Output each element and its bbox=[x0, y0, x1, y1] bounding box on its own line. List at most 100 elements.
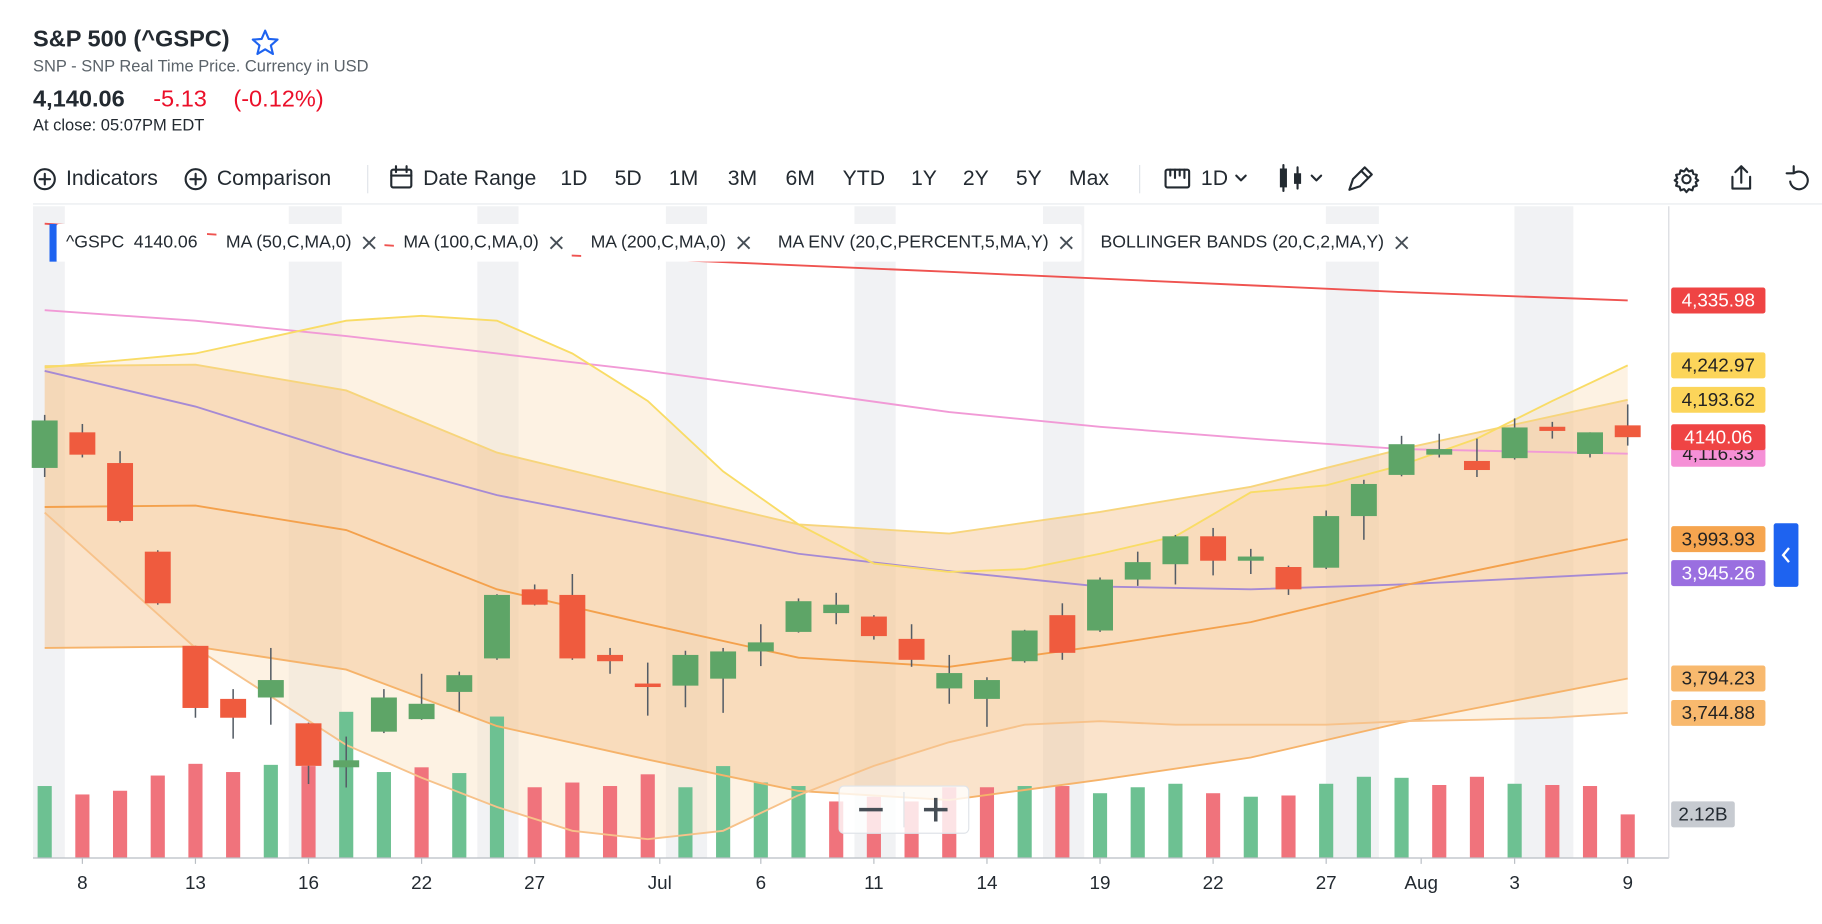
chart-type-icon[interactable] bbox=[1279, 168, 1302, 188]
close-time: At close: 05:07PM EDT bbox=[33, 116, 204, 134]
price-label: 3,945.26 bbox=[1682, 562, 1755, 583]
volume-bar bbox=[678, 787, 693, 858]
date-range-button[interactable]: Date Range bbox=[423, 167, 536, 190]
price-label: 4,242.97 bbox=[1682, 355, 1755, 376]
remove-indicator[interactable] bbox=[362, 236, 376, 250]
x-tick-label: 9 bbox=[1622, 872, 1632, 893]
candle-body bbox=[31, 420, 58, 468]
x-tick-label: 14 bbox=[976, 872, 997, 893]
volume-label-bg bbox=[1671, 801, 1735, 828]
volume-bar bbox=[1319, 783, 1334, 858]
volume-bar bbox=[75, 794, 90, 858]
volume-bar bbox=[376, 772, 391, 858]
candle-body bbox=[1350, 483, 1377, 517]
volume-bar bbox=[1507, 783, 1522, 858]
volume-bar bbox=[1092, 793, 1108, 858]
share-icon[interactable] bbox=[1731, 165, 1752, 190]
volume-bar bbox=[791, 786, 806, 858]
range-button[interactable]: 1Y bbox=[911, 167, 937, 190]
x-tick-label: 27 bbox=[524, 872, 545, 893]
remove-indicator[interactable] bbox=[737, 236, 751, 250]
price: 4,140.06 bbox=[33, 85, 125, 111]
x-tick-label: Aug bbox=[1404, 872, 1438, 893]
price-label-bg bbox=[1671, 386, 1766, 413]
range-button[interactable]: 2Y bbox=[963, 167, 989, 190]
indicators-button[interactable]: Indicators bbox=[66, 167, 158, 190]
candle-body bbox=[1313, 516, 1340, 568]
title: S&P 500 (^GSPC) bbox=[33, 25, 230, 51]
candle-body bbox=[936, 673, 963, 689]
candle-body bbox=[446, 675, 473, 692]
volume-bar bbox=[263, 764, 278, 858]
range-button[interactable]: YTD bbox=[843, 167, 885, 190]
overlay-line bbox=[44, 511, 1628, 841]
range-button[interactable]: 5Y bbox=[1016, 167, 1042, 190]
volume-bar bbox=[112, 790, 128, 858]
x-tick-label: Jul bbox=[648, 872, 672, 893]
legend-chip: MA (100,C,MA,0) bbox=[393, 223, 572, 262]
volume-bar bbox=[1017, 786, 1032, 858]
candle-body bbox=[1124, 562, 1151, 580]
candle-body bbox=[973, 680, 1000, 699]
stripe bbox=[1042, 206, 1085, 858]
settings-icon[interactable] bbox=[1673, 167, 1700, 194]
volume-bar bbox=[1356, 776, 1371, 858]
candle-body bbox=[1237, 556, 1264, 561]
volume-bar bbox=[188, 763, 203, 858]
volume-bar bbox=[1469, 776, 1485, 858]
candle-body bbox=[559, 594, 586, 659]
chevron bbox=[1781, 547, 1790, 563]
candle-body bbox=[1011, 630, 1038, 662]
overlay-line bbox=[44, 504, 1628, 668]
plus-icon bbox=[38, 172, 52, 186]
remove-indicator[interactable] bbox=[1059, 236, 1073, 250]
candle-body bbox=[333, 760, 360, 768]
remove-indicator[interactable] bbox=[549, 236, 563, 250]
interval-button[interactable]: 1D bbox=[1201, 167, 1228, 190]
candle-body bbox=[1087, 579, 1113, 631]
side-panel-tab[interactable] bbox=[1773, 523, 1799, 587]
range-button[interactable]: 1D bbox=[560, 167, 587, 190]
candle-body bbox=[107, 463, 134, 521]
candle-body bbox=[484, 594, 510, 659]
chevron bbox=[1235, 174, 1247, 182]
price-label: 4,193.62 bbox=[1682, 389, 1755, 410]
range-button[interactable]: 1M bbox=[669, 167, 698, 190]
range-button[interactable]: 6M bbox=[785, 167, 814, 190]
chip-label: ^GSPC bbox=[66, 231, 125, 251]
chip-bg bbox=[1091, 223, 1418, 262]
price-label-bg bbox=[1671, 699, 1766, 726]
candle-body bbox=[1539, 426, 1566, 431]
stripe bbox=[1514, 206, 1574, 858]
candle-body bbox=[220, 698, 247, 718]
candle-body bbox=[634, 683, 661, 688]
watch-star[interactable] bbox=[251, 29, 279, 56]
subtitle: SNP - SNP Real Time Price. Currency in U… bbox=[33, 58, 369, 76]
range-button[interactable]: 5D bbox=[615, 167, 642, 190]
volume-bar bbox=[527, 787, 542, 858]
legend-marker bbox=[49, 223, 57, 262]
volume-bar bbox=[1168, 783, 1183, 858]
candle-body bbox=[747, 642, 774, 652]
volume-bar bbox=[1281, 795, 1296, 858]
range-button[interactable]: 3M bbox=[728, 167, 757, 190]
price-label-bg bbox=[1671, 352, 1766, 379]
chip-bg bbox=[581, 223, 759, 262]
candle-body bbox=[1501, 427, 1528, 459]
remove-indicator[interactable] bbox=[1395, 236, 1409, 250]
volume-bar bbox=[301, 766, 316, 858]
x-tick-label: 8 bbox=[77, 872, 87, 893]
range-button[interactable]: Max bbox=[1069, 167, 1109, 190]
draw-icon[interactable] bbox=[1348, 166, 1373, 191]
price-label-bg bbox=[1671, 287, 1766, 314]
price-label-bg bbox=[1671, 526, 1766, 553]
candle-body bbox=[1614, 425, 1641, 438]
reset-icon[interactable] bbox=[1785, 165, 1809, 191]
comparison-button[interactable]: Comparison bbox=[217, 167, 331, 190]
price-label-bg bbox=[1671, 560, 1766, 587]
stripe bbox=[854, 206, 896, 858]
stripe bbox=[32, 206, 65, 858]
zoom-in[interactable] bbox=[923, 797, 948, 822]
close-label: 4140.06 bbox=[1684, 426, 1752, 447]
candle-body bbox=[69, 432, 96, 455]
